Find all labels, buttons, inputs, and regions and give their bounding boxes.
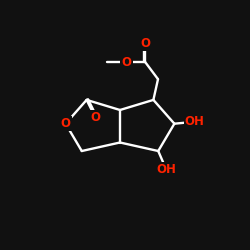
- Text: O: O: [122, 56, 132, 69]
- Text: O: O: [60, 117, 70, 130]
- Text: O: O: [90, 111, 100, 124]
- Text: O: O: [140, 37, 150, 50]
- Text: OH: OH: [156, 163, 176, 176]
- Text: OH: OH: [185, 115, 205, 128]
